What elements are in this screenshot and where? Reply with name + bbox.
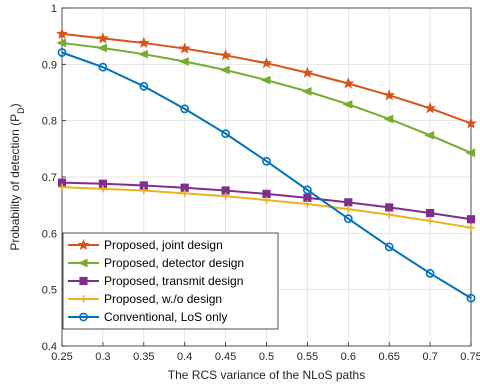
star-marker (383, 89, 396, 101)
series-plus (58, 183, 475, 232)
plus-marker (79, 295, 88, 303)
y-axis-label-main: Probability of detection (P (8, 114, 22, 251)
legend-item: Proposed, transmit design (68, 274, 243, 288)
square-marker (426, 208, 435, 218)
triangle-marker (178, 57, 189, 66)
plus-marker (262, 196, 271, 204)
y-tick-label: 0.9 (42, 59, 57, 71)
y-tick-label: 0.6 (42, 228, 57, 240)
legend-box (62, 232, 279, 330)
plus-marker (426, 217, 434, 225)
star-marker (219, 49, 232, 61)
square-marker (79, 276, 88, 286)
x-tick-label: 0.5 (259, 351, 274, 363)
plus-marker (467, 224, 475, 232)
plus-marker (385, 211, 393, 219)
star-marker (56, 27, 68, 39)
y-tick-label: 0.7 (42, 172, 57, 184)
star-marker (178, 42, 191, 54)
circle-marker (139, 81, 149, 91)
x-tick-label: 0.25 (51, 351, 72, 363)
x-tick-label: 0.35 (133, 351, 154, 363)
star-marker (77, 238, 90, 251)
plus-marker (140, 186, 148, 195)
triangle-marker (260, 75, 271, 85)
y-axis-label: Probability of detection (PD) (8, 103, 26, 250)
triangle-marker (465, 148, 476, 158)
triangle-marker (301, 87, 312, 96)
star-marker (465, 117, 477, 129)
x-tick-label: 0.7 (422, 351, 437, 363)
square-marker (344, 198, 353, 207)
circle-marker (180, 104, 190, 114)
series-circle (57, 48, 476, 303)
circle-marker (221, 129, 230, 139)
circle-marker (425, 268, 435, 278)
circle-marker (98, 62, 108, 72)
circle-marker (343, 214, 353, 224)
legend-item: Conventional, LoS only (68, 310, 227, 324)
triangle-marker (56, 38, 67, 48)
y-tick-label: 0.4 (42, 341, 57, 353)
plus-marker (58, 183, 66, 191)
series-triangle-left (56, 38, 476, 158)
x-tick-label: 0.4 (177, 351, 192, 363)
series-layer (56, 27, 477, 303)
series-star (56, 27, 477, 129)
star-marker (137, 36, 150, 48)
x-tick-label: 0.45 (215, 351, 236, 363)
series-square (57, 178, 476, 224)
legend-label: Proposed, detector design (104, 256, 244, 270)
circle-marker (262, 156, 271, 166)
axis-ticks: 0.25 0.3 0.35 0.4 0.45 0.5 0.55 0.6 0.65 0.7 0.75 0… (42, 3, 480, 363)
triangle-marker (342, 99, 353, 109)
plus-marker (99, 185, 107, 193)
star-marker (96, 32, 109, 44)
x-tick-label: 0.55 (297, 351, 318, 363)
x-tick-label: 0.6 (341, 351, 356, 363)
legend-label: Proposed, w./o design (104, 292, 222, 306)
star-marker (342, 77, 355, 89)
square-marker (262, 189, 271, 199)
y-axis-label-subscript: D (16, 107, 26, 114)
triangle-marker (77, 258, 88, 268)
circle-marker (384, 242, 394, 252)
y-axis-label-close: ) (8, 103, 22, 107)
star-marker (260, 56, 273, 69)
triangle-marker (97, 43, 107, 53)
x-tick-label: 0.65 (378, 351, 399, 363)
plus-marker (344, 205, 352, 213)
legend-label: Proposed, joint design (104, 238, 223, 252)
star-marker (301, 66, 314, 78)
circle-marker (302, 185, 312, 195)
x-tick-label: 0.3 (95, 351, 110, 363)
triangle-marker (219, 65, 230, 75)
square-marker (303, 193, 312, 202)
legend-item: Proposed, detector design (68, 256, 244, 270)
y-tick-label: 1 (51, 3, 57, 15)
circle-marker (57, 48, 67, 57)
series-line (61, 51, 472, 299)
legend-label: Conventional, LoS only (104, 310, 227, 324)
y-tick-label: 0.5 (42, 285, 57, 297)
legend-item: Proposed, w./o design (68, 292, 222, 306)
legend: Proposed, joint design Proposed, detector… (62, 232, 279, 330)
y-tick-label: 0.8 (42, 116, 57, 128)
square-marker (385, 203, 394, 212)
triangle-marker (137, 49, 148, 59)
plus-marker (303, 200, 311, 208)
plus-marker (222, 192, 230, 200)
x-axis-label: The RCS variance of the NLoS paths (168, 368, 365, 382)
plus-marker (181, 189, 189, 197)
circle-marker (466, 293, 476, 303)
triangle-marker (383, 114, 394, 124)
x-tick-label: 0.75 (460, 351, 480, 363)
legend-item: Proposed, joint design (68, 238, 223, 252)
star-marker (424, 102, 437, 114)
circle-marker (79, 312, 88, 322)
legend-label: Proposed, transmit design (104, 274, 243, 288)
triangle-marker (424, 130, 435, 140)
square-marker (466, 215, 476, 224)
